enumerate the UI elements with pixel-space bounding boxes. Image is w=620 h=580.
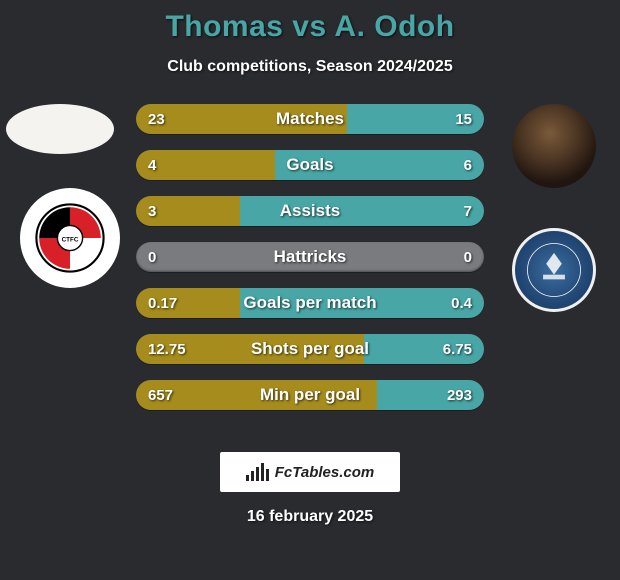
stat-value-right: 6.75 (443, 334, 472, 364)
club-badge-left: CTFC (20, 188, 120, 288)
club-badge-right (512, 228, 596, 312)
stat-value-left: 0.17 (148, 288, 177, 318)
comparison-card: Thomas vs A. Odoh Club competitions, Sea… (0, 0, 620, 580)
stat-value-right: 7 (464, 196, 472, 226)
stat-value-left: 12.75 (148, 334, 186, 364)
bar-fill-left (136, 104, 347, 134)
stat-row: 657293Min per goal (136, 380, 484, 410)
bar-fill-right (240, 196, 484, 226)
stat-row: 0 0Hattricks (136, 242, 484, 272)
stat-value-left: 3 (148, 196, 156, 226)
stat-value-right: 0.4 (451, 288, 472, 318)
avatar-left (6, 104, 114, 154)
svg-text:CTFC: CTFC (62, 237, 79, 244)
stats-area: CTFC 2315Matches46Goals37Assists00Hattri… (0, 104, 620, 434)
bar-fill-right (240, 288, 484, 318)
page-title: Thomas vs A. Odoh (0, 10, 620, 44)
stat-row: 2315Matches (136, 104, 484, 134)
bar-fill-left (136, 150, 275, 180)
stat-row: 0.170.4Goals per match (136, 288, 484, 318)
date-label: 16 february 2025 (0, 508, 620, 526)
stat-value-left: 4 (148, 150, 156, 180)
stat-value-left: 23 (148, 104, 165, 134)
stat-row: 37Assists (136, 196, 484, 226)
peterborough-badge-icon (515, 231, 593, 309)
stat-value-right: 293 (447, 380, 472, 410)
stat-value-right: 6 (464, 150, 472, 180)
bar-fill-right (275, 150, 484, 180)
subtitle: Club competitions, Season 2024/2025 (0, 58, 620, 76)
brand-text: FcTables.com (275, 464, 374, 481)
stat-value-left: 0 (148, 242, 156, 272)
stat-row: 46Goals (136, 150, 484, 180)
stat-bars: 2315Matches46Goals37Assists00Hattricks0.… (136, 104, 484, 426)
brand-badge: FcTables.com (220, 452, 400, 492)
brand-bars-icon (246, 463, 269, 481)
stat-row: 12.756.75Shots per goal (136, 334, 484, 364)
avatar-right (512, 104, 596, 188)
stat-value-right: 15 (455, 104, 472, 134)
cheltenham-badge-icon: CTFC (35, 203, 105, 273)
stat-value-left: 657 (148, 380, 173, 410)
stat-label: Hattricks (136, 242, 484, 272)
stat-value-right: 0 (464, 242, 472, 272)
